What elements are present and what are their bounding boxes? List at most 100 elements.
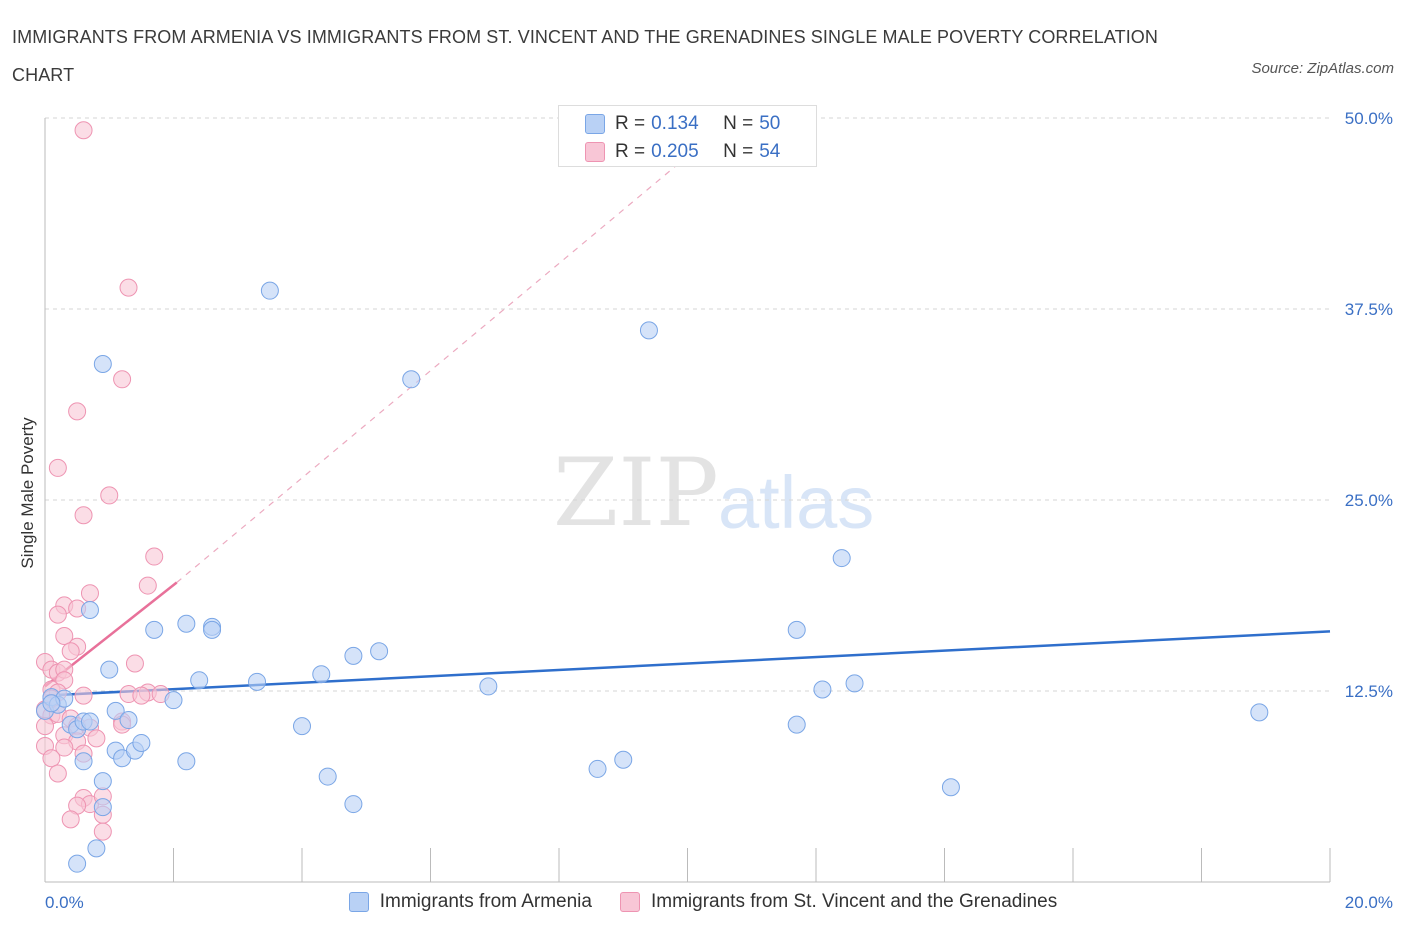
n-label: N = xyxy=(723,141,754,162)
tick-labels: 12.5% 25.0% 37.5% 50.0% 0.0% 20.0% xyxy=(45,109,1393,912)
n-value: 50 xyxy=(759,113,781,134)
st-vincent-point xyxy=(100,486,119,505)
armenia-point xyxy=(845,674,864,693)
armenia-point xyxy=(119,711,138,730)
st-vincent-point xyxy=(119,278,138,297)
r-label: R = xyxy=(615,141,646,162)
n-label: N = xyxy=(723,113,754,134)
legend-item-st-vincent: Immigrants from St. Vincent and the Gren… xyxy=(619,891,1058,913)
source-label: Source: ZipAtlas.com xyxy=(1251,60,1394,77)
st-vincent-point xyxy=(113,370,132,389)
armenia-point xyxy=(100,660,119,679)
armenia-point xyxy=(68,854,87,873)
st-vincent-swatch xyxy=(619,892,640,912)
armenia-point xyxy=(248,672,267,691)
armenia-point xyxy=(80,601,99,620)
armenia-point xyxy=(93,355,112,374)
armenia-point xyxy=(312,665,331,684)
y-tick-label: 25.0% xyxy=(1345,491,1393,510)
armenia-point xyxy=(260,281,279,300)
stats-legend: R = 0.134 N = 50 R = 0.205 N = 54 xyxy=(558,105,817,167)
armenia-point xyxy=(93,772,112,791)
stats-row-st-vincent: R = 0.205 N = 54 xyxy=(585,140,780,164)
st-vincent-point xyxy=(48,605,67,624)
armenia-point xyxy=(74,752,93,771)
st-vincent-point xyxy=(74,121,93,140)
armenia-point xyxy=(787,620,806,639)
n-value: 54 xyxy=(759,141,781,162)
armenia-point xyxy=(93,798,112,817)
armenia-point xyxy=(832,549,851,568)
armenia-point xyxy=(479,677,498,696)
armenia-point xyxy=(177,614,196,633)
armenia-point xyxy=(941,778,960,797)
armenia-point xyxy=(588,759,607,778)
armenia-point xyxy=(203,620,222,639)
armenia-point xyxy=(344,646,363,665)
armenia-point xyxy=(164,691,183,710)
legend-label: Immigrants from Armenia xyxy=(379,891,592,912)
armenia-point xyxy=(370,642,389,661)
chart-title: IMMIGRANTS FROM ARMENIA VS IMMIGRANTS FR… xyxy=(12,27,1159,85)
armenia-point xyxy=(318,767,337,786)
armenia-point xyxy=(614,750,633,769)
armenia-point xyxy=(87,839,106,858)
x-tick-label: 0.0% xyxy=(45,893,84,912)
st-vincent-point xyxy=(48,764,67,783)
st-vincent-point xyxy=(55,626,74,645)
legend-label: Immigrants from St. Vincent and the Gren… xyxy=(650,891,1058,912)
st-vincent-point xyxy=(48,458,67,477)
st-vincent-point xyxy=(36,717,54,736)
armenia-point xyxy=(293,717,311,736)
r-value: 0.205 xyxy=(651,141,699,162)
armenia-point xyxy=(177,752,196,771)
st-vincent-point xyxy=(74,686,93,705)
st-vincent-point xyxy=(80,584,99,603)
st-vincent-point xyxy=(61,810,80,829)
data-points xyxy=(36,121,1269,873)
stats-row-armenia: R = 0.134 N = 50 xyxy=(585,112,780,136)
armenia-point xyxy=(42,694,61,713)
st-vincent-point xyxy=(55,738,74,757)
armenia-point xyxy=(402,370,421,389)
armenia-point xyxy=(145,620,164,639)
watermark-zip: ZIP xyxy=(553,439,719,548)
st-vincent-point xyxy=(132,686,151,705)
r-label: R = xyxy=(615,113,646,134)
y-tick-label: 12.5% xyxy=(1345,682,1393,701)
st-vincent-point xyxy=(145,547,164,566)
armenia-swatch xyxy=(348,892,369,912)
st-vincent-point xyxy=(93,822,112,841)
watermark-atlas: atlas xyxy=(718,461,874,544)
armenia-point xyxy=(132,733,151,752)
legend-item-armenia: Immigrants from Armenia xyxy=(348,891,592,913)
armenia-trend-line xyxy=(44,630,1331,697)
trend-lines xyxy=(44,155,1331,697)
watermark: ZIP atlas xyxy=(553,439,874,548)
armenia-point xyxy=(344,795,363,814)
armenia-point xyxy=(106,701,125,720)
armenia-swatch xyxy=(585,114,605,134)
grid xyxy=(45,117,1330,692)
armenia-point xyxy=(639,321,658,340)
st-vincent-point xyxy=(68,402,87,421)
armenia-point xyxy=(190,671,209,690)
st-vincent-point xyxy=(87,729,106,748)
y-tick-label: 50.0% xyxy=(1345,109,1393,128)
st-vincent-point xyxy=(74,506,93,525)
st-vincent-point xyxy=(138,576,157,595)
armenia-point xyxy=(80,712,99,731)
armenia-point xyxy=(1250,703,1269,722)
st-vincent-trend-extension xyxy=(176,155,688,583)
st-vincent-swatch xyxy=(585,142,605,162)
st-vincent-point xyxy=(125,654,144,673)
st-vincent-point xyxy=(42,749,61,768)
armenia-point xyxy=(813,680,832,699)
armenia-point xyxy=(787,715,806,734)
y-tick-label: 37.5% xyxy=(1345,300,1393,319)
r-value: 0.134 xyxy=(651,113,699,134)
x-tick-label: 20.0% xyxy=(1345,893,1393,912)
st-vincent-point xyxy=(61,642,80,661)
series-legend: Immigrants from Armenia Immigrants from … xyxy=(0,888,1406,916)
